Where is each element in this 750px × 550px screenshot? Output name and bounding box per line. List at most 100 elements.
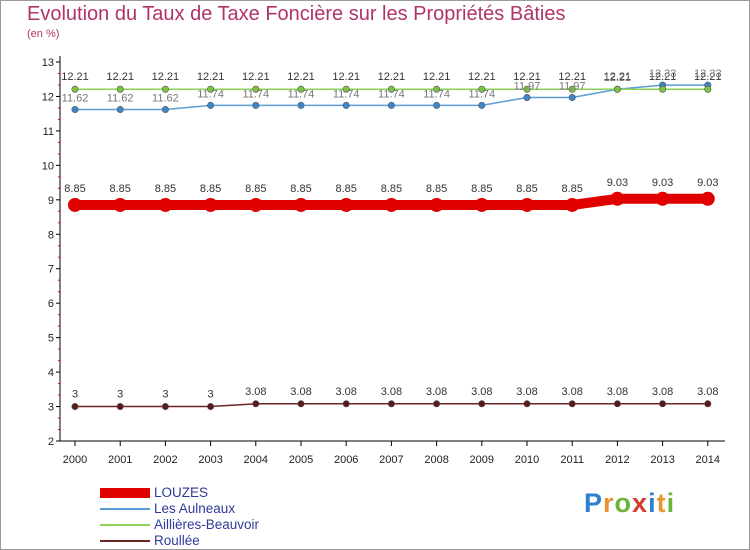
data-label-aillieres-beauvoir: 12.21 [423,71,451,83]
data-label-louzes: 8.85 [471,183,492,195]
data-label-aillieres-beauvoir: 12.21 [287,71,315,83]
data-label-aillieres-beauvoir: 12.21 [242,71,270,83]
data-label-aillieres-beauvoir: 12.21 [468,71,496,83]
data-label-louzes: 8.85 [109,183,130,195]
brand-letter: i [648,488,657,518]
data-label-les-aulneaux: 11.74 [468,88,495,100]
data-point-louzes [158,197,173,212]
data-label-louzes: 8.85 [155,183,176,195]
data-point-louzes [700,191,715,206]
x-tick-label: 2002 [153,454,177,466]
data-point-roullee [207,403,215,411]
data-label-roullee: 3.08 [426,386,447,398]
y-tick-label: 6 [48,298,54,310]
data-point-les-aulneaux [161,106,169,114]
data-label-les-aulneaux: 11.62 [152,93,179,105]
data-label-roullee: 3.08 [652,386,673,398]
x-tick-label: 2010 [515,454,539,466]
data-label-les-aulneaux: 11.74 [333,88,360,100]
data-label-aillieres-beauvoir: 12.21 [513,71,541,83]
data-point-louzes [384,197,399,212]
x-tick-label: 2001 [108,454,132,466]
legend-item-louzes[interactable]: LOUZES [100,486,400,502]
legend-label-aillieres-beauvoir: Aillières-Beauvoir [154,517,260,532]
data-label-louzes: 8.85 [561,183,582,195]
data-label-aillieres-beauvoir: 12.21 [649,71,677,83]
data-label-aillieres-beauvoir: 12.21 [106,71,134,83]
data-label-roullee: 3.08 [381,386,402,398]
chart-subtitle: (en %) [27,28,60,40]
x-tick-label: 2000 [63,454,87,466]
data-label-louzes: 8.85 [381,183,402,195]
data-point-aillieres-beauvoir [342,85,350,93]
data-label-aillieres-beauvoir: 12.21 [332,71,360,83]
data-label-louzes: 8.85 [516,183,537,195]
legend-item-aillieres-beauvoir[interactable]: Aillières-Beauvoir [100,518,400,534]
y-tick-label: 2 [48,436,54,448]
data-point-louzes [610,191,625,206]
x-tick-label: 2013 [650,454,674,466]
data-point-les-aulneaux [252,101,260,109]
data-point-roullee [433,400,441,408]
data-label-louzes: 8.85 [64,183,85,195]
data-label-aillieres-beauvoir: 12.21 [558,71,586,83]
data-point-aillieres-beauvoir [659,85,667,93]
data-label-louzes: 8.85 [200,183,221,195]
x-tick-label: 2012 [605,454,629,466]
data-label-les-aulneaux: 12.33 [649,68,677,80]
data-label-aillieres-beauvoir: 12.21 [152,71,180,83]
data-point-roullee [161,403,169,411]
data-label-louzes: 8.85 [426,183,447,195]
data-label-les-aulneaux: 12.21 [604,72,632,84]
data-label-louzes: 8.85 [335,183,356,195]
data-point-aillieres-beauvoir [478,85,486,93]
legend-swatch-louzes [100,488,150,498]
data-label-louzes: 9.03 [697,177,718,189]
data-point-louzes [429,197,444,212]
y-tick-label: 7 [48,264,54,276]
data-label-louzes: 8.85 [290,183,311,195]
x-tick-label: 2007 [379,454,403,466]
data-label-roullee: 3.08 [245,386,266,398]
x-tick-label: 2008 [424,454,448,466]
data-label-louzes: 8.85 [245,183,266,195]
legend-item-les-aulneaux[interactable]: Les Aulneaux [100,502,400,518]
data-label-roullee: 3.08 [471,386,492,398]
data-point-louzes [294,197,308,212]
data-label-les-aulneaux: 11.74 [423,88,450,100]
data-point-louzes [68,197,82,212]
data-label-les-aulneaux: 11.97 [514,80,541,92]
legend-swatch-roullee [100,540,150,542]
legend-item-roullee[interactable]: Roullée [100,534,400,550]
brand-letter: i [666,488,676,518]
data-label-roullee: 3 [162,389,168,401]
data-point-les-aulneaux [207,101,215,109]
brand-logo: Proxiti [584,488,675,519]
data-point-louzes [203,197,218,212]
data-label-roullee: 3.08 [561,386,582,398]
data-point-aillieres-beauvoir [568,85,576,93]
data-label-roullee: 3.08 [607,386,628,398]
data-label-roullee: 3.08 [697,386,718,398]
brand-letter: P [584,488,604,518]
data-label-louzes: 9.03 [652,177,673,189]
data-label-roullee: 3.08 [290,386,311,398]
data-label-les-aulneaux: 12.33 [694,68,722,80]
x-tick-label: 2003 [198,454,222,466]
data-point-roullee [523,400,531,408]
x-tick-label: 2014 [696,454,720,466]
y-tick-label: 9 [48,195,54,207]
data-point-les-aulneaux [523,93,531,101]
data-label-aillieres-beauvoir: 12.21 [694,71,722,83]
data-label-aillieres-beauvoir: 12.21 [378,71,406,83]
data-point-roullee [342,400,350,408]
data-point-roullee [387,400,395,408]
data-point-aillieres-beauvoir [613,85,621,93]
data-point-roullee [297,400,305,408]
data-point-aillieres-beauvoir [387,85,395,93]
data-point-aillieres-beauvoir [71,85,79,93]
brand-letter: x [632,488,649,518]
y-tick-label: 12 [42,91,54,103]
